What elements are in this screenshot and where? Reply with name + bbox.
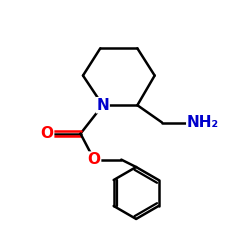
Text: O: O <box>41 126 54 141</box>
Text: O: O <box>88 152 101 167</box>
Text: N: N <box>96 98 109 113</box>
Text: NH₂: NH₂ <box>187 115 219 130</box>
